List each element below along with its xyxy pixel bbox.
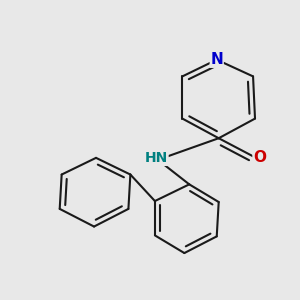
Text: O: O bbox=[253, 150, 266, 165]
Text: N: N bbox=[210, 52, 223, 67]
Text: HN: HN bbox=[145, 151, 168, 165]
